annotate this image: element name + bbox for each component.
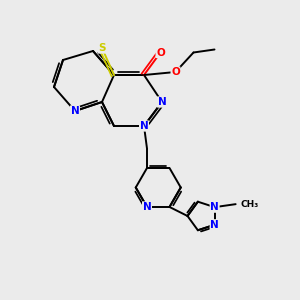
Text: N: N: [210, 202, 219, 212]
Text: CH₃: CH₃: [240, 200, 258, 209]
Text: O: O: [156, 47, 165, 58]
Text: N: N: [140, 121, 148, 131]
Text: S: S: [98, 43, 106, 53]
Text: N: N: [70, 106, 80, 116]
Text: N: N: [142, 202, 152, 212]
Text: N: N: [210, 220, 219, 230]
Text: N: N: [158, 97, 166, 107]
Text: O: O: [171, 67, 180, 77]
